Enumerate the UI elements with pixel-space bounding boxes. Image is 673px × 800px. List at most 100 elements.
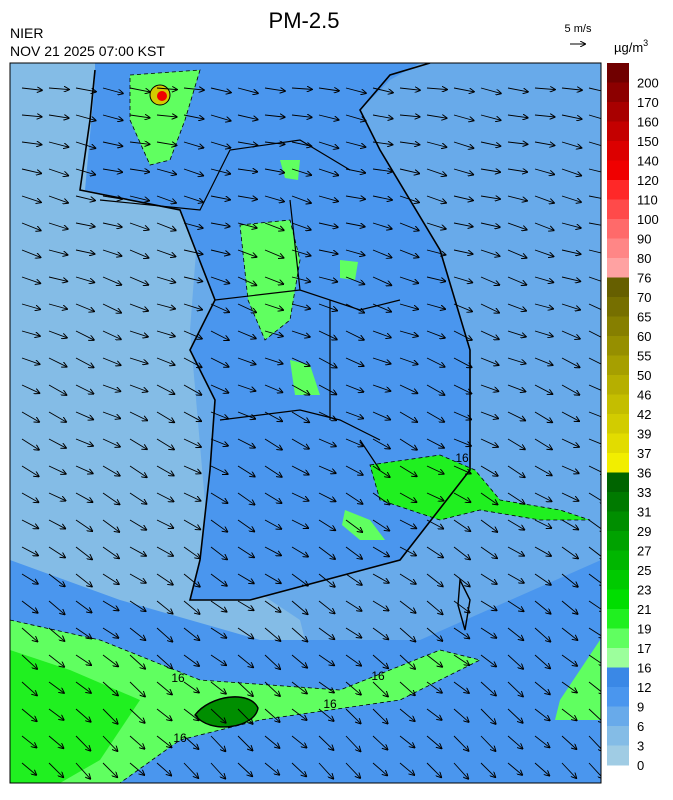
wind-arrow <box>480 573 497 584</box>
wind-arrow <box>75 141 95 148</box>
wind-arrow <box>453 276 472 282</box>
wind-arrow <box>48 276 67 281</box>
wind-arrow <box>156 303 175 309</box>
wind-arrow <box>453 600 470 612</box>
wind-arrow <box>561 330 580 339</box>
wind-arrow <box>75 654 91 665</box>
wind-arrow <box>210 384 228 393</box>
colorbar-swatch <box>607 589 629 610</box>
unit-sup: 3 <box>643 38 648 48</box>
wind-arrow <box>399 519 416 528</box>
colorbar-swatch <box>607 102 629 122</box>
wind-arrow <box>264 384 282 392</box>
wind-arrow <box>21 142 41 145</box>
colorbar-swatch <box>607 336 629 356</box>
wind-arrow <box>318 492 335 501</box>
wind-arrow <box>399 546 416 555</box>
wind-arrow <box>480 330 499 339</box>
wind-arrow <box>237 600 254 610</box>
wind-arrow <box>534 762 549 776</box>
wind-arrow <box>534 573 551 585</box>
wind-arrow <box>210 492 227 503</box>
wind-arrow <box>561 411 579 421</box>
wind-arrow <box>156 88 177 90</box>
colorbar-label: 16 <box>637 661 651 676</box>
wind-arrow <box>345 654 361 666</box>
wind-arrow <box>399 708 415 721</box>
wind-arrow <box>156 438 174 449</box>
wind-arrow <box>264 735 279 748</box>
colorbar-swatch <box>607 648 629 668</box>
map: 16 16 16 16 16 <box>10 63 601 783</box>
wind-arrow <box>21 303 40 309</box>
wind-arrow <box>399 492 416 502</box>
wind-arrow <box>561 627 577 640</box>
wind-arrow <box>129 681 145 696</box>
wind-arrow <box>75 114 96 120</box>
wind-arrow <box>372 330 391 337</box>
wind-arrow <box>48 681 64 693</box>
wind-arrow <box>372 195 392 200</box>
colorbar-label: 60 <box>637 329 651 344</box>
wind-arrow <box>291 654 307 668</box>
wind-arrow <box>102 303 121 313</box>
wind-arrow <box>318 195 338 201</box>
wind-arrow <box>129 115 150 118</box>
wind-arrow <box>21 411 39 422</box>
wind-reference: 5 m/s <box>565 23 592 35</box>
wind-arrow <box>75 330 94 340</box>
wind-arrow <box>561 384 579 395</box>
wind-arrow <box>507 330 526 337</box>
wind-arrow <box>237 196 257 199</box>
wind-arrow <box>318 438 336 446</box>
wind-arrow <box>507 115 528 118</box>
wind-arrow <box>129 142 149 144</box>
wind-arrow <box>102 384 120 391</box>
wind-arrow <box>291 492 308 501</box>
wind-arrow <box>534 735 549 747</box>
wind-arrow <box>21 249 40 257</box>
wind-arrow <box>318 141 338 148</box>
wind-arrow <box>426 303 445 309</box>
wind-arrow <box>102 627 118 638</box>
wind-arrow <box>21 735 36 747</box>
wind-arrow <box>237 681 253 696</box>
wind-arrow <box>399 195 419 202</box>
wind-arrow <box>372 762 387 775</box>
wind-arrow <box>102 465 120 476</box>
wind-arrow <box>102 196 122 199</box>
wind-arrow <box>264 708 280 722</box>
wind-arrow <box>21 384 39 393</box>
wind-arrow <box>264 195 284 202</box>
wind-arrow <box>210 438 228 446</box>
wind-arrow <box>156 168 176 174</box>
wind-arrow <box>210 600 227 612</box>
wind-arrow <box>561 303 580 310</box>
wind-arrow <box>318 681 334 693</box>
colorbar-swatch <box>607 63 629 83</box>
wind-arrow <box>264 357 283 364</box>
wind-arrow <box>21 519 38 528</box>
wind-arrow <box>291 195 311 203</box>
wind-arrow <box>507 87 528 92</box>
wind-arrow <box>426 357 445 367</box>
wind-arrow <box>21 492 38 502</box>
wind-arrow <box>237 169 257 172</box>
wind-arrow <box>426 600 443 614</box>
wind-arrow <box>291 115 312 117</box>
wind-arrow <box>156 708 172 720</box>
wind-arrow <box>426 88 447 90</box>
wind-arrow <box>399 276 418 283</box>
wind-arrow <box>129 249 148 258</box>
wind-arrow <box>291 168 311 175</box>
wind-arrow <box>210 411 228 419</box>
wind-arrow <box>318 654 334 665</box>
wind-arrow <box>372 303 391 312</box>
wind-arrow <box>507 195 527 201</box>
wind-arrow <box>534 411 552 422</box>
wind-arrow <box>75 546 92 559</box>
wind-arrow <box>426 276 445 281</box>
wind-arrow <box>237 438 255 448</box>
wind-arrow <box>156 465 174 475</box>
